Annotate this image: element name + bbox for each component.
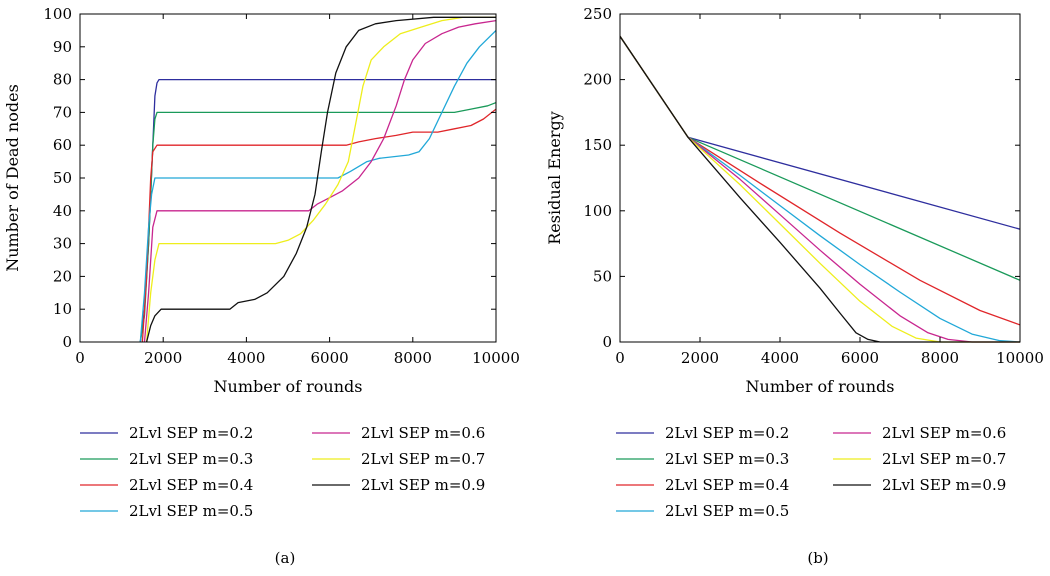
legend-item: 2Lvl SEP m=0.5 [80, 502, 253, 520]
y-tick-label: 40 [53, 202, 72, 220]
y-tick-label: 100 [583, 202, 612, 220]
legend-item: 2Lvl SEP m=0.9 [312, 476, 485, 494]
legend-label: 2Lvl SEP m=0.9 [882, 476, 1006, 494]
y-tick-label: 100 [43, 5, 72, 23]
legend-item: 2Lvl SEP m=0.6 [312, 424, 485, 442]
legend-label: 2Lvl SEP m=0.3 [129, 450, 253, 468]
y-axis-label: Number of Dead nodes [3, 84, 22, 272]
legend-label: 2Lvl SEP m=0.2 [129, 424, 253, 442]
series-line-a-6 [145, 16, 496, 343]
legend-item: 2Lvl SEP m=0.4 [80, 476, 253, 494]
y-tick-label: 80 [53, 71, 72, 89]
legend-label: 2Lvl SEP m=0.4 [129, 476, 253, 494]
legend-item: 2Lvl SEP m=0.7 [312, 450, 485, 468]
x-tick-label: 8000 [921, 349, 959, 367]
x-tick-label: 2000 [144, 349, 182, 367]
y-axis-label: Residual Energy [545, 111, 564, 245]
series-line-b-4 [620, 35, 1020, 343]
x-tick-label: 6000 [841, 349, 879, 367]
legend-label: 2Lvl SEP m=0.7 [882, 450, 1006, 468]
y-tick-label: 250 [583, 5, 612, 23]
legend-label: 2Lvl SEP m=0.3 [665, 450, 789, 468]
legend-item: 2Lvl SEP m=0.2 [616, 424, 789, 442]
y-tick-label: 150 [583, 136, 612, 154]
series-line-a-2 [141, 108, 496, 343]
x-axis-label: Number of rounds [214, 377, 363, 396]
legend-label: 2Lvl SEP m=0.5 [665, 502, 789, 520]
x-tick-label: 0 [75, 349, 85, 367]
series-line-b-5 [620, 35, 1020, 343]
series-line-a-5 [145, 16, 496, 343]
legend-label: 2Lvl SEP m=0.7 [361, 450, 485, 468]
legend-item: 2Lvl SEP m=0.6 [833, 424, 1006, 442]
legend-item: 2Lvl SEP m=0.3 [80, 450, 253, 468]
x-tick-label: 10000 [472, 349, 520, 367]
series-line-b-0 [620, 35, 1020, 230]
x-tick-label: 4000 [227, 349, 265, 367]
legend-label: 2Lvl SEP m=0.6 [361, 424, 485, 442]
plot-frame [619, 13, 1021, 343]
y-tick-label: 50 [53, 169, 72, 187]
y-tick-label: 0 [62, 333, 72, 351]
x-tick-label: 6000 [311, 349, 349, 367]
legend-label: 2Lvl SEP m=0.6 [882, 424, 1006, 442]
legend-item: 2Lvl SEP m=0.5 [616, 502, 789, 520]
legend-item: 2Lvl SEP m=0.4 [616, 476, 789, 494]
x-tick-label: 4000 [761, 349, 799, 367]
x-axis-label: Number of rounds [746, 377, 895, 396]
x-tick-label: 8000 [394, 349, 432, 367]
legend-item: 2Lvl SEP m=0.9 [833, 476, 1006, 494]
y-tick-label: 60 [53, 136, 72, 154]
y-tick-label: 200 [583, 71, 612, 89]
legend-label: 2Lvl SEP m=0.4 [665, 476, 789, 494]
panel-caption: (a) [275, 549, 296, 567]
legend-label: 2Lvl SEP m=0.2 [665, 424, 789, 442]
series-line-b-6 [620, 35, 1020, 343]
x-tick-label: 0 [615, 349, 625, 367]
chart-panel-1: 0 2000 4000 6000 8000 10000 0 50 100 150 200 250 Num… [545, 5, 1044, 567]
y-tick-label: 90 [53, 38, 72, 56]
legend-label: 2Lvl SEP m=0.9 [361, 476, 485, 494]
legend-item: 2Lvl SEP m=0.7 [833, 450, 1006, 468]
series-line-a-3 [139, 29, 496, 343]
y-tick-label: 30 [53, 235, 72, 253]
legend-item: 2Lvl SEP m=0.3 [616, 450, 789, 468]
panel-caption: (b) [807, 549, 828, 567]
y-tick-label: 70 [53, 103, 72, 121]
series-line-b-2 [620, 35, 1020, 326]
legend-label: 2Lvl SEP m=0.5 [129, 502, 253, 520]
y-tick-label: 50 [593, 267, 612, 285]
y-tick-label: 0 [602, 333, 612, 351]
x-tick-label: 2000 [681, 349, 719, 367]
series-line-a-4 [143, 19, 496, 343]
y-tick-label: 10 [53, 300, 72, 318]
series-line-a-1 [139, 101, 496, 343]
series-line-b-3 [620, 35, 1020, 343]
legend-item: 2Lvl SEP m=0.2 [80, 424, 253, 442]
y-tick-label: 20 [53, 267, 72, 285]
series-line-b-1 [620, 35, 1020, 281]
x-tick-label: 10000 [996, 349, 1044, 367]
chart-panel-0: 0 2000 4000 6000 8000 10000 0 10 20 30 40 50 60 70 80 9… [3, 5, 520, 567]
